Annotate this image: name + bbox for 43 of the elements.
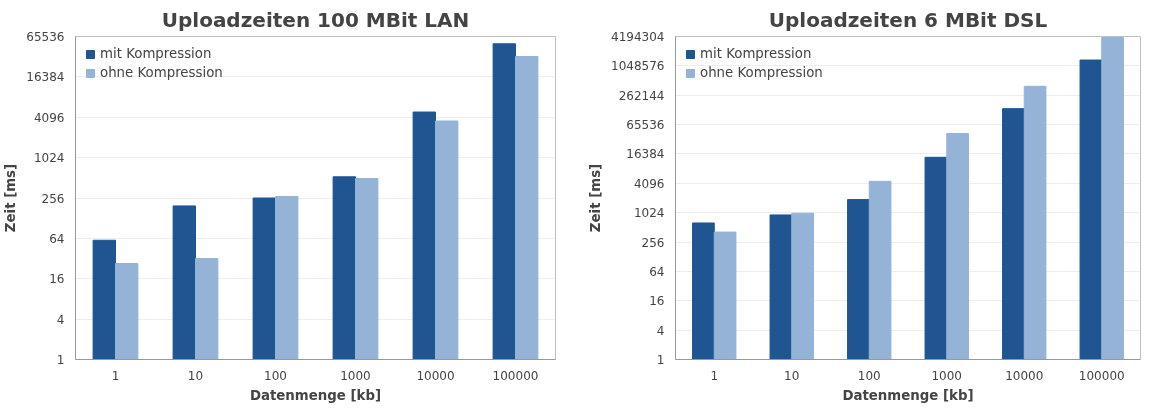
legend-label: mit Kompression [100, 46, 212, 61]
x-tick-label: 1 [111, 368, 120, 383]
x-tick-label: 10 [784, 368, 800, 383]
y-tick-label: 16384 [626, 147, 665, 162]
x-tick-label: 10000 [1005, 368, 1044, 383]
y-tick-label: 4194304 [611, 30, 665, 44]
y-tick-label: 16384 [26, 70, 65, 85]
y-tick-label: 1 [656, 353, 665, 367]
y-tick-label: 4096 [633, 176, 665, 191]
x-axis-title: Datenmenge [kb] [842, 387, 974, 403]
y-tick-label: 1024 [633, 206, 665, 221]
x-axis-title: Datenmenge [kb] [249, 387, 382, 403]
chart-title: Uploadzeiten 100 MBit LAN [161, 7, 470, 32]
x-tick-label: 10000 [416, 368, 455, 383]
x-tick-label: 1000 [931, 368, 963, 383]
y-tick-label: 65536 [626, 118, 665, 133]
y-tick-label: 262144 [618, 88, 665, 103]
y-tick-label: 16 [649, 294, 665, 309]
x-tick-label: 100 [857, 368, 881, 383]
y-tick-label: 4096 [33, 110, 65, 125]
y-axis-title: Zeit [ms] [588, 163, 604, 233]
legend-label: ohne Kompression [700, 65, 823, 80]
y-tick-label: 256 [641, 235, 665, 250]
y-tick-label: 1 [56, 353, 65, 367]
x-tick-label: 1 [710, 368, 719, 383]
y-tick-label: 64 [49, 231, 65, 246]
legend-label: ohne Kompression [100, 65, 223, 80]
legend-label: mit Kompression [700, 46, 812, 61]
x-tick-label: 10 [187, 368, 204, 383]
y-tick-label: 4 [56, 312, 65, 327]
y-tick-label: 16 [49, 272, 65, 287]
y-tick-label: 64 [649, 264, 665, 279]
y-tick-label: 1048576 [611, 59, 665, 74]
x-tick-label: 100000 [1078, 368, 1125, 383]
x-tick-label: 1000 [340, 368, 371, 383]
chart-title: Uploadzeiten 6 MBit DSL [768, 7, 1048, 32]
y-tick-label: 256 [41, 191, 65, 206]
y-tick-label: 4 [656, 323, 665, 338]
y-axis-title: Zeit [ms] [3, 163, 19, 233]
y-tick-label: 65536 [26, 30, 65, 44]
y-tick-label: 1024 [33, 151, 65, 166]
x-tick-label: 100000 [492, 368, 539, 383]
x-tick-label: 100 [264, 368, 287, 383]
